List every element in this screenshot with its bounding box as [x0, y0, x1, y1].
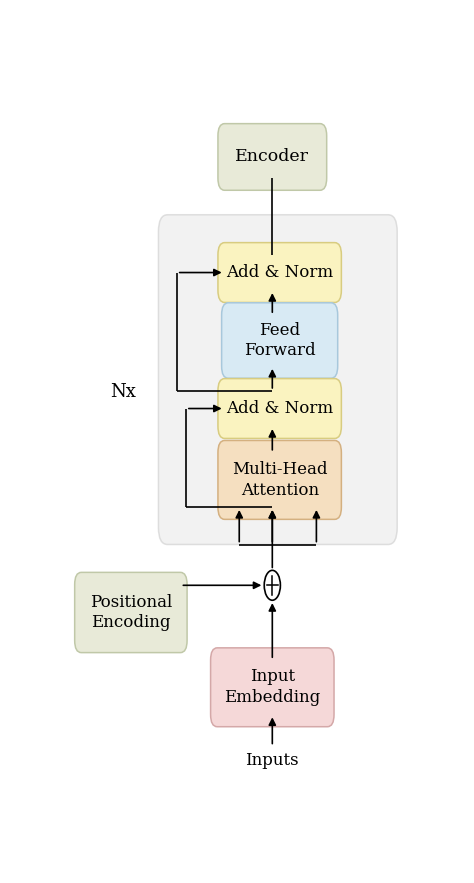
FancyBboxPatch shape	[222, 303, 337, 378]
Text: Multi-Head
Attention: Multi-Head Attention	[232, 461, 328, 499]
Text: Encoder: Encoder	[235, 148, 310, 165]
Text: Feed
Forward: Feed Forward	[244, 321, 316, 359]
Text: Add & Norm: Add & Norm	[226, 264, 333, 281]
Circle shape	[264, 570, 281, 600]
Text: Positional
Encoding: Positional Encoding	[90, 593, 172, 631]
Text: Inputs: Inputs	[246, 751, 299, 768]
FancyBboxPatch shape	[218, 441, 341, 519]
FancyBboxPatch shape	[218, 124, 327, 190]
FancyBboxPatch shape	[218, 243, 341, 303]
FancyBboxPatch shape	[158, 215, 397, 545]
FancyBboxPatch shape	[218, 379, 341, 439]
Text: Nx: Nx	[110, 382, 137, 401]
FancyBboxPatch shape	[75, 572, 187, 653]
Text: Add & Norm: Add & Norm	[226, 400, 333, 417]
Text: Input
Embedding: Input Embedding	[224, 668, 320, 706]
FancyBboxPatch shape	[210, 648, 334, 727]
